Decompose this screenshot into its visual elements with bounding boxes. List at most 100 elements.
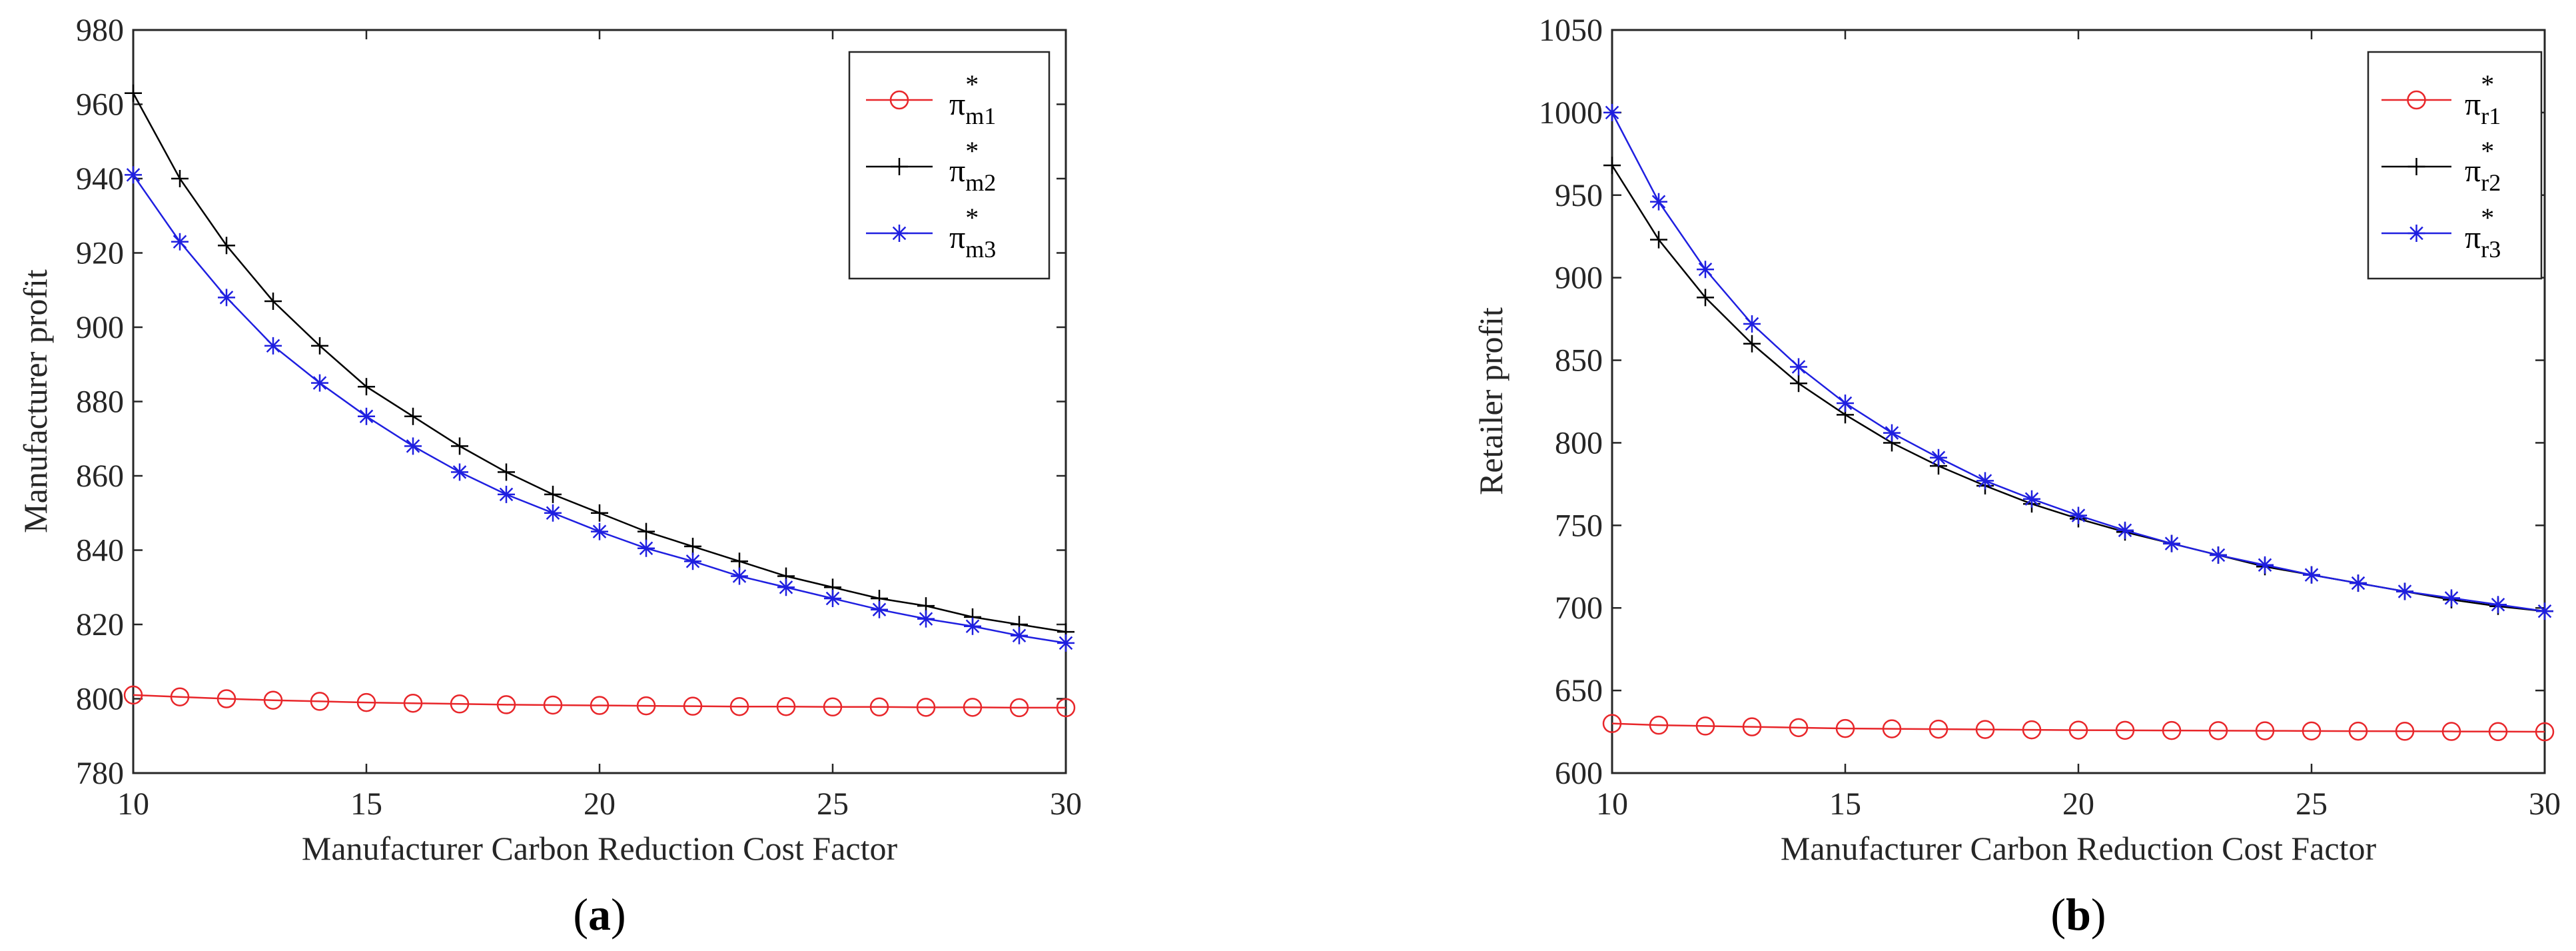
y-tick-label: 1000 (1539, 95, 1603, 131)
y-tick-label: 800 (76, 682, 124, 717)
x-tick-label: 20 (2062, 786, 2094, 822)
series-m3 (125, 166, 1074, 652)
y-tick-label: 600 (1555, 756, 1603, 791)
x-axis: 10 15 20 25 30 (1596, 30, 2561, 822)
panel-label-b: (b) (2050, 889, 2106, 940)
chart-panel-b: 10 15 20 25 30 60065070075080085090095010001… (1472, 13, 2561, 940)
data-point-m3 (964, 617, 981, 635)
y-axis: 600 650 700 750 800 850 900 950 1000 1050 (1539, 13, 2545, 791)
y-tick-label: 850 (1555, 343, 1603, 379)
data-point-r3 (1790, 358, 1807, 376)
data-point-m1 (450, 694, 470, 714)
data-point-r3 (2070, 506, 2087, 524)
data-point-m3 (125, 166, 142, 184)
legend-marker-r1 (2407, 90, 2426, 110)
data-point-m3 (638, 539, 655, 557)
data-point-r1 (2022, 720, 2042, 740)
data-point-m3 (684, 552, 701, 570)
data-point-m3 (218, 289, 235, 307)
data-point-m1 (729, 696, 749, 716)
data-point-m1 (823, 697, 843, 717)
legend-marker-m2 (891, 158, 908, 175)
series-line-m1 (133, 694, 1066, 709)
data-point-m2 (731, 552, 748, 570)
data-point-m2 (544, 485, 562, 503)
data-point-m2 (451, 437, 468, 455)
data-point-r1 (1695, 716, 1715, 736)
data-point-r2 (1790, 375, 1807, 393)
legend-marker-r2 (2407, 158, 2425, 175)
data-point-r3 (2396, 582, 2413, 600)
data-point-m3 (171, 233, 189, 251)
y-tick-label: 840 (76, 533, 124, 568)
data-point-m1 (356, 692, 376, 712)
y-tick-label: 780 (76, 756, 124, 791)
data-point-r3 (1650, 193, 1667, 211)
x-tick-label: 30 (1050, 786, 1082, 822)
data-point-m3 (824, 589, 841, 607)
data-point-r3 (2023, 490, 2040, 508)
data-point-r3 (2116, 521, 2134, 539)
y-tick-label: 860 (76, 459, 124, 494)
legend-box (2367, 51, 2543, 280)
data-point-m1 (1056, 698, 1076, 718)
data-point-r1 (1602, 714, 1622, 733)
y-tick-label: 980 (76, 13, 124, 48)
data-point-r3 (2210, 546, 2227, 564)
legend-entry-1: π* m2 (949, 136, 996, 196)
data-point-m3 (917, 610, 935, 628)
y-tick-label: 920 (76, 236, 124, 271)
y-tick-label: 700 (1555, 590, 1603, 626)
x-tick-label: 10 (1596, 786, 1628, 822)
data-point-m1 (263, 690, 283, 710)
data-point-r3 (2489, 596, 2507, 614)
data-point-m3 (498, 485, 515, 503)
data-point-m2 (404, 407, 422, 425)
y-tick-label: 1050 (1539, 13, 1603, 48)
data-point-r1 (2208, 721, 2228, 740)
data-point-r1 (1742, 717, 1762, 736)
legend-box (848, 51, 1051, 280)
series-m2 (125, 84, 1074, 641)
x-tick-label: 30 (2529, 786, 2561, 822)
x-tick-label: 15 (350, 786, 382, 822)
series-r1 (1602, 714, 2555, 742)
data-point-m1 (590, 696, 610, 715)
data-point-r1 (2255, 721, 2275, 740)
data-point-r1 (1649, 715, 1669, 735)
series-layer (1602, 103, 2555, 742)
data-point-m1 (496, 695, 516, 714)
y-tick-label: 960 (76, 87, 124, 123)
data-point-r3 (1603, 103, 1621, 121)
legend-samples (2381, 90, 2451, 242)
y-tick-label: 900 (1555, 261, 1603, 296)
data-point-m3 (451, 463, 468, 481)
data-point-m3 (1011, 626, 1028, 644)
data-point-r3 (2163, 534, 2180, 552)
data-point-m2 (311, 337, 328, 355)
x-tick-label: 25 (2296, 786, 2328, 822)
y-tick-label: 750 (1555, 508, 1603, 543)
x-tick-label: 25 (817, 786, 849, 822)
data-point-m1 (683, 696, 703, 716)
legend-entry-0: π* m1 (949, 69, 996, 129)
data-point-r3 (1883, 424, 1901, 442)
data-point-m2 (591, 504, 608, 522)
data-point-r1 (2348, 721, 2368, 741)
y-tick-label: 820 (76, 607, 124, 642)
data-point-r1 (2441, 722, 2461, 741)
x-tick-label: 15 (1829, 786, 1861, 822)
data-point-m1 (1009, 698, 1029, 718)
x-axis: 10 15 20 25 30 (117, 30, 1082, 822)
data-point-m1 (916, 698, 936, 717)
series-r3 (1603, 103, 2553, 620)
data-point-m2 (264, 292, 282, 310)
data-point-m3 (871, 600, 888, 618)
data-point-m2 (358, 378, 375, 396)
data-point-m1 (869, 697, 889, 717)
data-point-r1 (1789, 718, 1809, 738)
data-point-m1 (543, 695, 563, 715)
x-tick-label: 20 (584, 786, 616, 822)
y-tick-label: 900 (76, 310, 124, 345)
